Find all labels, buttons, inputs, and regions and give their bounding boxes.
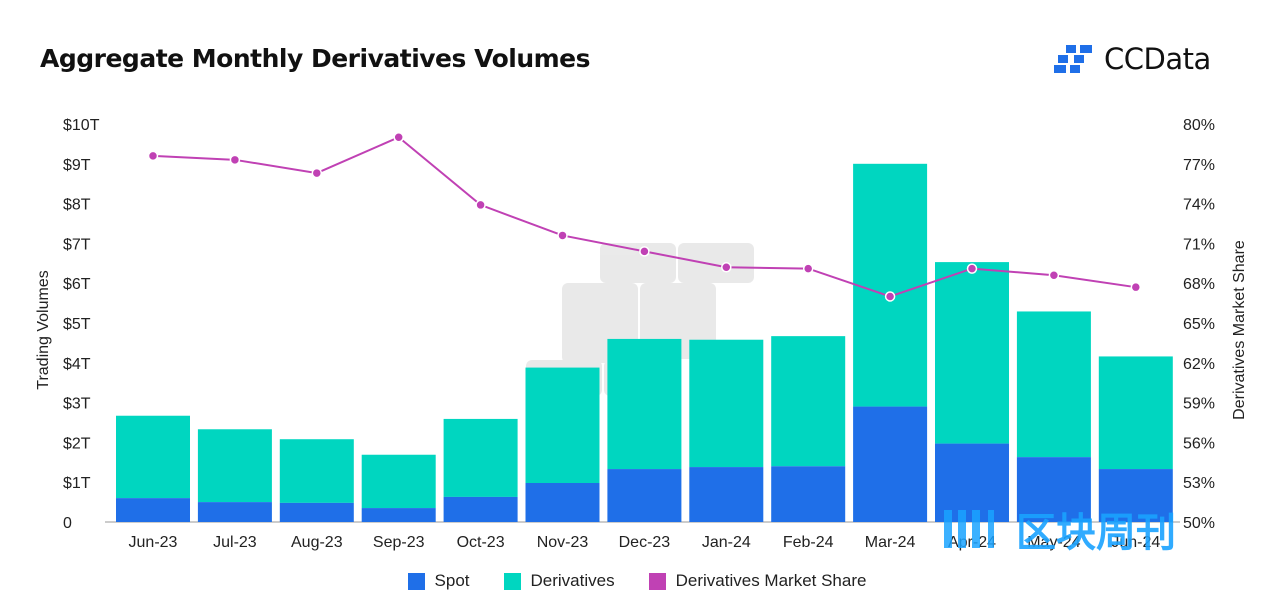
market-share-point: [147, 150, 159, 162]
legend-swatch-derivatives: [503, 572, 521, 590]
y-tick-label: $2T: [63, 435, 91, 452]
bar-spot: [525, 482, 600, 522]
bar-spot: [1098, 469, 1173, 522]
y-tick-label: $5T: [63, 316, 91, 333]
market-share-point: [721, 262, 732, 273]
market-share-point: [393, 132, 404, 143]
y-tick-label: $6T: [63, 276, 91, 293]
market-share-point: [311, 167, 323, 179]
right-axis-title: Derivatives Market Share: [1231, 240, 1248, 420]
bar-spot: [771, 466, 846, 522]
legend-label-spot: Spot: [434, 571, 470, 590]
x-tick-label: Oct-23: [457, 534, 505, 551]
market-share-line: [147, 132, 1142, 302]
bar-derivatives: [689, 339, 764, 468]
y2-tick-label: 62%: [1183, 356, 1215, 373]
bar-derivatives: [361, 454, 436, 509]
legend-label-derivatives: Derivatives: [530, 571, 615, 590]
bar-derivatives: [607, 338, 682, 470]
x-tick-label: Jan-24: [702, 534, 751, 551]
left-axis-ticks: 0 $1T $2T $3T $4T $5T $6T $7T $8T $9T $10T: [63, 117, 100, 532]
y2-tick-label: 68%: [1183, 276, 1215, 293]
market-share-point: [1130, 281, 1142, 293]
x-tick-label: Jun-24: [1111, 534, 1160, 551]
watermark-icon: [944, 510, 994, 548]
watermark: 区块周刊: [940, 500, 1176, 558]
bar-spot: [607, 469, 682, 522]
bar-derivatives: [116, 415, 190, 499]
y2-tick-label: 74%: [1183, 197, 1215, 214]
x-tick-label: Aug-23: [291, 534, 343, 551]
y-tick-label: $7T: [63, 236, 91, 253]
y-tick-label: $3T: [63, 396, 91, 413]
market-share-point: [639, 246, 650, 257]
bar-derivatives: [197, 429, 272, 503]
chart-legend: Spot Derivatives Derivatives Market Shar…: [0, 571, 1274, 591]
y-tick-label: $4T: [63, 356, 91, 373]
y-tick-label: 0: [63, 515, 72, 532]
ccdata-logo: CCData: [1052, 42, 1211, 76]
bar-derivatives: [443, 418, 518, 497]
x-tick-label: Jun-23: [129, 534, 178, 551]
bars: [116, 163, 1173, 522]
market-share-point: [229, 154, 241, 166]
y2-tick-label: 56%: [1183, 435, 1215, 452]
market-share-point: [1048, 269, 1060, 281]
y2-tick-label: 80%: [1183, 117, 1215, 134]
legend-swatch-market-share: [648, 572, 666, 590]
ccdata-logo-text: CCData: [1104, 42, 1211, 76]
bar-derivatives: [935, 262, 1009, 444]
legend-item-market-share: Derivatives Market Share: [648, 571, 867, 591]
x-tick-label: Dec-23: [619, 534, 671, 551]
bar-spot: [853, 406, 928, 522]
market-share-point: [966, 263, 978, 274]
bar-spot: [1016, 457, 1091, 522]
y2-tick-label: 65%: [1183, 316, 1215, 333]
bar-spot: [279, 502, 354, 522]
legend-label-market-share: Derivatives Market Share: [675, 571, 867, 590]
bar-derivatives: [1016, 311, 1091, 458]
bar-spot: [443, 496, 518, 522]
y2-tick-label: 50%: [1183, 515, 1215, 532]
y-tick-label: $10T: [63, 117, 100, 134]
y2-tick-label: 77%: [1183, 157, 1215, 174]
legend-item-derivatives: Derivatives: [503, 571, 615, 591]
bar-derivatives: [853, 163, 928, 407]
bar-derivatives: [771, 336, 846, 467]
y2-tick-label: 59%: [1183, 396, 1215, 413]
y-tick-label: $9T: [63, 157, 91, 174]
right-axis-ticks: 50% 53% 56% 59% 62% 65% 68% 71% 74% 77% 80%: [1183, 117, 1215, 532]
ccdata-logo-icon: [1054, 45, 1092, 73]
y2-tick-label: 53%: [1183, 475, 1215, 492]
bar-spot: [197, 502, 272, 522]
bar-spot: [116, 498, 190, 522]
market-share-point: [884, 291, 896, 302]
y-tick-label: $8T: [63, 197, 91, 214]
bar-derivatives: [525, 367, 600, 483]
legend-swatch-spot: [407, 572, 425, 590]
y2-tick-label: 71%: [1183, 236, 1215, 253]
x-tick-label: Mar-24: [865, 534, 916, 551]
market-share-point: [475, 199, 486, 211]
x-tick-label: May-24: [1027, 534, 1080, 551]
bar-spot: [689, 467, 764, 522]
x-tick-label: Nov-23: [537, 534, 589, 551]
chart-title: Aggregate Monthly Derivatives Volumes: [40, 44, 591, 73]
x-tick-label: Sep-23: [373, 534, 425, 551]
bar-derivatives: [279, 439, 354, 503]
x-tick-label: Jul-23: [213, 534, 257, 551]
bar-derivatives: [1098, 356, 1173, 470]
market-share-point: [802, 263, 814, 274]
bar-spot: [361, 508, 436, 522]
y-tick-label: $1T: [63, 475, 91, 492]
x-tick-label: Feb-24: [783, 534, 834, 551]
market-share-point: [557, 230, 568, 241]
legend-item-spot: Spot: [407, 571, 470, 591]
bar-spot: [935, 443, 1009, 522]
x-axis-labels: Jun-23 Jul-23 Aug-23 Sep-23 Oct-23 Nov-23 Dec-…: [129, 534, 1161, 551]
left-axis-title: Trading Volumes: [35, 270, 52, 389]
watermark-text: 区块周刊: [1016, 510, 1176, 556]
